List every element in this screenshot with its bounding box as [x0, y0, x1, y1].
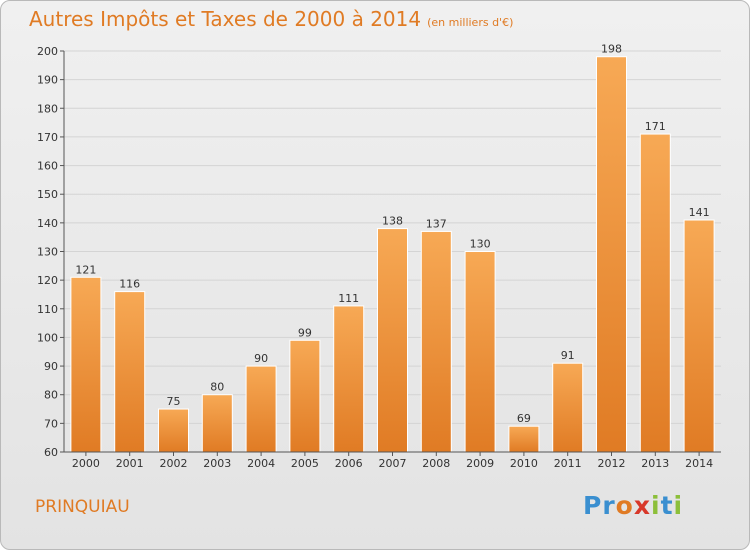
y-tick-label: 190: [37, 74, 58, 87]
logo-letter: o: [615, 491, 634, 520]
y-tick-label: 140: [37, 217, 58, 230]
bar-2012: [596, 56, 627, 453]
logo-letter: i: [673, 491, 684, 520]
x-tick-label: 2009: [466, 457, 494, 470]
bar-2000: [70, 276, 102, 453]
bar-2013: [639, 133, 671, 453]
bar-2014: [683, 219, 715, 453]
y-tick-label: 70: [44, 417, 58, 430]
x-tick-label: 2006: [335, 457, 363, 470]
axes: 60 70 80 90 100 110 120 130 140 150 160 170 180 190 20…: [37, 45, 721, 470]
y-tick-label: 90: [44, 360, 58, 373]
value-label: 138: [382, 215, 403, 228]
bar-2001: [114, 291, 146, 453]
x-tick-label: 2012: [598, 457, 626, 470]
logo-letter: x: [633, 491, 651, 520]
x-tick-label: 2002: [160, 457, 188, 470]
bar-2006: [333, 305, 365, 453]
y-tick-label: 110: [37, 303, 58, 316]
y-tick-label: 60: [44, 446, 58, 459]
x-tick-label: 2007: [379, 457, 407, 470]
x-tick-label: 2013: [641, 457, 669, 470]
x-tick-label: 2001: [116, 457, 144, 470]
bar-2002: [158, 408, 189, 453]
x-tick-label: 2000: [72, 457, 100, 470]
value-label: 111: [338, 292, 359, 305]
bar-2003: [201, 394, 233, 453]
x-tick-label: 2011: [554, 457, 582, 470]
value-label: 91: [561, 349, 575, 362]
chart-title: Autres Impôts et Taxes de 2000 à 2014 (en…: [29, 7, 514, 31]
y-tick-label: 180: [37, 102, 58, 115]
chart-subtitle: (en milliers d'€): [427, 16, 514, 29]
value-label: 121: [75, 263, 96, 276]
logo-letter: P: [583, 491, 603, 520]
logo-letter: t: [660, 491, 674, 520]
bar-2009: [464, 251, 496, 453]
bar-2011: [552, 362, 584, 453]
value-label: 90: [254, 352, 268, 365]
logo-letter: i: [651, 491, 661, 520]
y-tick-label: 150: [37, 188, 58, 201]
value-label: 171: [645, 120, 666, 133]
value-label: 75: [167, 395, 181, 408]
y-tick-label: 170: [37, 131, 58, 144]
town-name: PRINQUIAU: [35, 497, 130, 517]
value-label: 198: [601, 43, 622, 56]
bar-2004: [245, 365, 277, 453]
value-label: 116: [119, 278, 140, 291]
value-label: 69: [517, 412, 531, 425]
value-label: 137: [426, 217, 447, 230]
value-label: 130: [470, 238, 491, 251]
value-label: 99: [298, 326, 312, 339]
x-tick-label: 2008: [422, 457, 450, 470]
y-tick-label: 100: [37, 331, 58, 344]
bars: 121 116 75 80 90 99 111 138 137 130 69 91 198 171 141: [70, 43, 715, 453]
logo-letter: r: [602, 491, 616, 520]
y-tick-label: 80: [44, 389, 58, 402]
bar-2008: [420, 230, 452, 453]
x-tick-label: 2005: [291, 457, 319, 470]
value-label: 141: [689, 206, 710, 219]
bar-2007: [377, 228, 408, 453]
x-tick-label: 2004: [247, 457, 275, 470]
x-tick-label: 2014: [685, 457, 713, 470]
x-tick-label: 2010: [510, 457, 538, 470]
y-tick-label: 130: [37, 246, 58, 259]
y-tick-label: 200: [37, 45, 58, 58]
y-tick-label: 160: [37, 160, 58, 173]
proxiti-logo: Proxiti: [583, 491, 683, 520]
value-label: 80: [210, 381, 224, 394]
x-tick-label: 2003: [203, 457, 231, 470]
bar-2010: [508, 425, 540, 453]
bar-2005: [289, 339, 321, 453]
y-tick-label: 120: [37, 274, 58, 287]
